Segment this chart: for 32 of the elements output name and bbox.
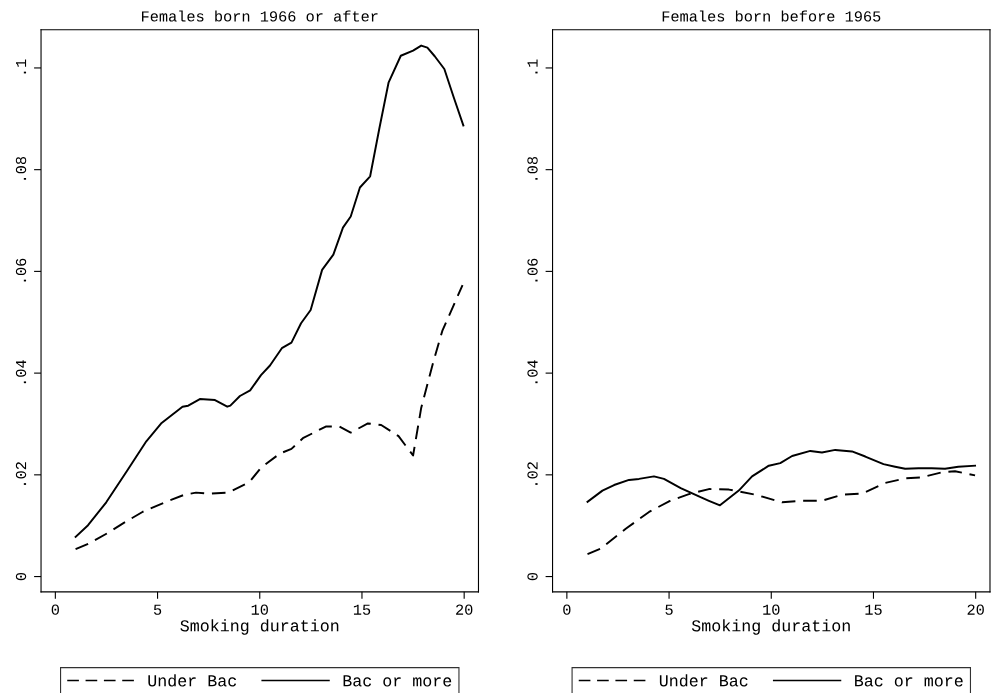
legend-label: Under Bac [148,674,237,687]
y-tick-label: .1 [16,59,27,74]
y-tick-label: .04 [15,360,27,384]
x-tick-label: 5 [665,604,673,615]
legend-label: Bac or more [855,675,963,687]
chart-title: Females born before 1965 [662,10,881,22]
y-tick-label: 0 [527,572,538,581]
x-tick-label: 20 [967,604,984,615]
y-tick-label: .04 [527,360,538,384]
y-tick-label: 0 [15,572,27,581]
y-tick-label: .02 [15,462,27,485]
x-axis-title: Smoking duration [180,619,339,635]
x-tick-label: 0 [51,604,59,615]
legend-label: Bac or more [343,675,452,687]
x-tick-label: 20 [456,604,473,615]
y-tick-label: .1 [527,59,538,74]
x-axis-title: Smoking duration [691,619,850,635]
chart-title: Females born 1966 or after [142,10,378,22]
x-tick-label: 0 [563,604,571,615]
x-tick-label: 10 [251,604,268,615]
x-tick-label: 5 [153,604,162,615]
x-tick-label: 15 [353,604,371,615]
y-tick-label: .08 [527,156,538,180]
y-tick-label: .06 [527,258,538,282]
line-series [74,284,464,551]
legend-label: Under Bac [659,674,748,687]
y-tick-label: .06 [15,258,27,282]
line-series [74,44,465,538]
x-tick-label: 15 [865,604,882,615]
x-tick-label: 10 [763,604,780,615]
y-tick-label: .02 [527,462,538,485]
y-tick-label: .08 [15,156,27,180]
